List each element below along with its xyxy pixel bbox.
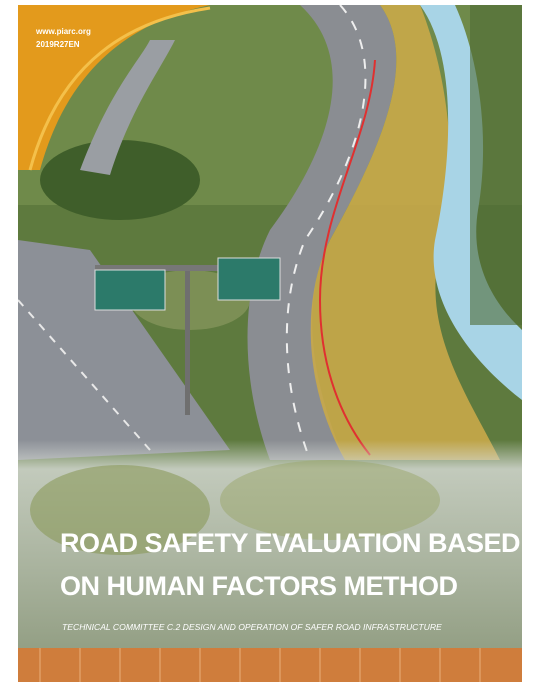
cover: www.piarc.org 2019R27EN ROAD SAFETY EVAL…: [0, 0, 533, 689]
website: www.piarc.org: [35, 27, 91, 36]
title-line: ROAD SAFETY EVALUATION BASED: [60, 528, 520, 558]
subtitle: TECHNICAL COMMITTEE C.2 DESIGN AND OPERA…: [62, 622, 442, 632]
title-line: ON HUMAN FACTORS METHOD: [60, 571, 458, 601]
report-code: 2019R27EN: [36, 40, 80, 49]
